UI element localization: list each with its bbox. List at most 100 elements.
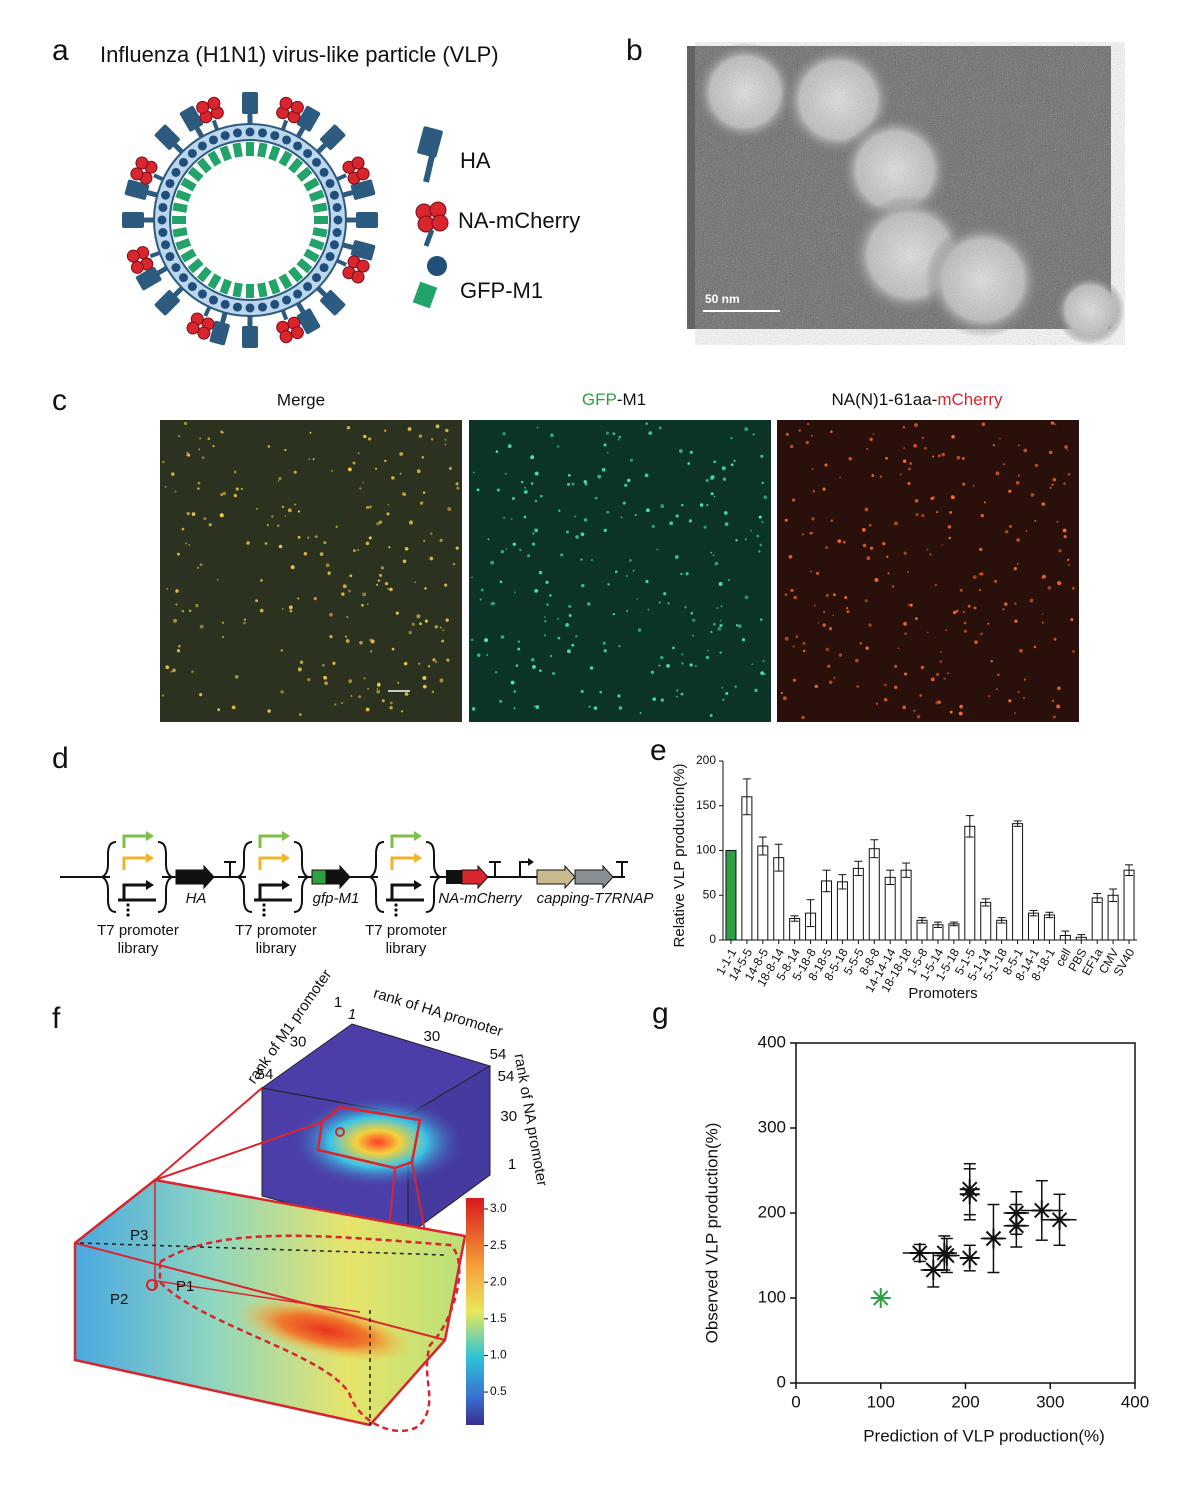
particle xyxy=(784,636,789,641)
point-stroke xyxy=(939,1247,955,1264)
m1-dot xyxy=(208,295,218,305)
particle xyxy=(363,434,367,439)
particle xyxy=(198,448,201,451)
scale-bar-label: 50 nm xyxy=(705,292,740,306)
particle xyxy=(926,548,929,551)
gfp-block xyxy=(303,177,320,192)
particle xyxy=(685,572,689,576)
particle xyxy=(332,661,336,665)
em-image xyxy=(687,42,1125,345)
particle xyxy=(607,583,610,586)
particle xyxy=(658,601,661,604)
particle xyxy=(255,599,259,603)
plot-frame xyxy=(795,1042,1136,1384)
particle xyxy=(980,632,983,636)
colorbar-tick-label: 3.0 xyxy=(490,1201,507,1215)
particle xyxy=(710,492,714,496)
particle xyxy=(724,511,728,515)
ha-spike xyxy=(295,301,321,335)
particle xyxy=(445,428,449,433)
particle xyxy=(939,660,942,663)
particle xyxy=(735,624,739,627)
particle xyxy=(1023,678,1027,681)
particle xyxy=(404,692,409,696)
particle xyxy=(418,662,421,665)
gene-label: capping-T7RNAP xyxy=(537,890,654,907)
panel-label: d xyxy=(52,742,69,775)
particle xyxy=(389,701,393,705)
gene-arrow xyxy=(175,864,215,890)
particle xyxy=(376,682,381,687)
axis-tick-label: 30 xyxy=(500,1108,517,1125)
bracket xyxy=(157,841,175,913)
particle xyxy=(658,426,662,430)
ha-stem xyxy=(295,125,307,139)
particle xyxy=(758,550,761,553)
particle xyxy=(882,542,886,546)
particle xyxy=(477,653,481,657)
particle xyxy=(404,546,409,551)
particle xyxy=(618,706,623,710)
ha-stem xyxy=(171,141,185,155)
particle xyxy=(637,628,642,632)
particle xyxy=(784,518,788,522)
particle xyxy=(1051,699,1055,703)
particle xyxy=(447,507,452,512)
fluorescence-image xyxy=(160,420,462,722)
particle xyxy=(869,437,873,442)
particle xyxy=(869,546,874,550)
particle xyxy=(583,480,587,484)
m1-dot xyxy=(312,157,322,167)
bar xyxy=(1012,823,1024,941)
particle xyxy=(409,520,414,525)
particle xyxy=(418,434,423,438)
particle xyxy=(967,604,971,608)
particle xyxy=(950,495,955,500)
particle xyxy=(557,445,560,448)
particle xyxy=(368,437,372,441)
na-subunit xyxy=(290,100,304,114)
particle xyxy=(246,541,250,545)
ha-head xyxy=(179,105,204,132)
particle xyxy=(517,647,521,651)
particle xyxy=(658,664,661,667)
point xyxy=(1006,1215,1027,1236)
particle xyxy=(1025,530,1028,532)
particle xyxy=(534,589,539,593)
particle xyxy=(681,661,684,665)
particle xyxy=(788,555,793,559)
particle xyxy=(293,470,297,474)
particle xyxy=(384,582,389,586)
x-tick-label: 200 xyxy=(951,1392,979,1411)
particle xyxy=(688,519,692,523)
gfp-block xyxy=(187,258,204,274)
particle xyxy=(744,538,747,541)
m1-dot xyxy=(220,299,230,309)
m1-dot xyxy=(333,215,343,225)
particle xyxy=(435,661,437,663)
particle xyxy=(830,519,834,523)
particle xyxy=(395,611,399,615)
particle xyxy=(517,640,520,643)
particle xyxy=(974,640,978,644)
y-tick-label: 0 xyxy=(777,1372,786,1391)
ha-spike xyxy=(135,265,169,291)
arrow-head xyxy=(414,853,422,863)
m1-dot xyxy=(282,295,292,305)
particle xyxy=(319,552,324,556)
ha-stem xyxy=(341,242,355,251)
ha-head xyxy=(350,240,376,261)
particle xyxy=(197,487,200,490)
particle xyxy=(862,543,867,548)
panel-title: Influenza (H1N1) virus-like particle (VL… xyxy=(100,42,499,67)
particle xyxy=(625,574,629,578)
particle xyxy=(581,583,585,588)
particle xyxy=(724,522,729,527)
m1-dot xyxy=(303,148,313,158)
promoter-arrow xyxy=(390,856,414,870)
point xyxy=(959,1248,980,1269)
promoter-arrow xyxy=(390,834,414,848)
particle xyxy=(446,658,450,662)
arrow-head xyxy=(414,831,422,841)
